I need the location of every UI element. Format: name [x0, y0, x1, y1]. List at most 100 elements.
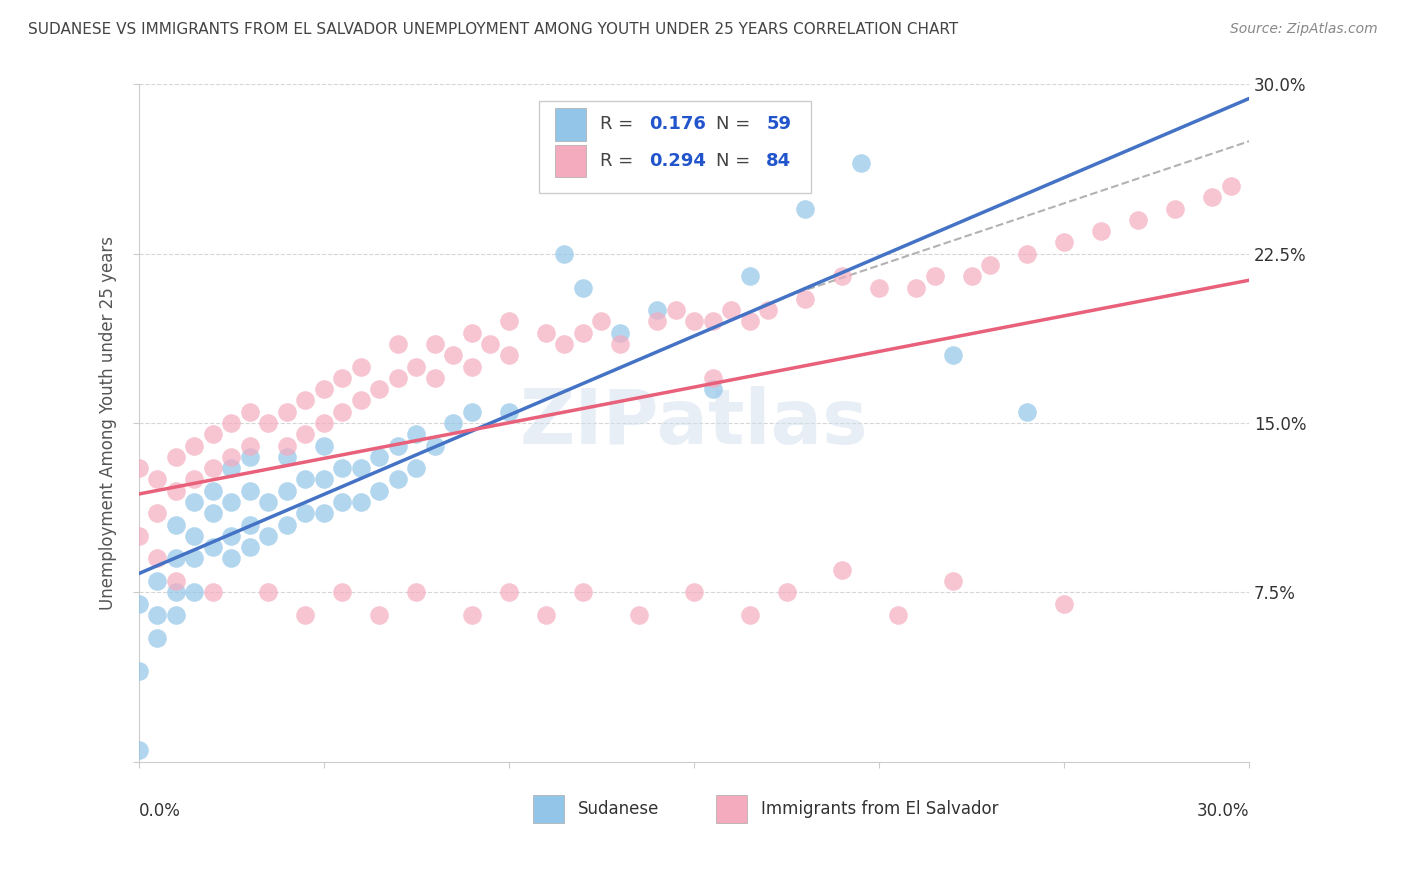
Point	[221, 461, 243, 475]
Point	[794, 202, 817, 216]
Point	[239, 439, 262, 453]
Point	[591, 314, 613, 328]
Point	[146, 574, 169, 588]
Point	[368, 483, 391, 498]
Point	[942, 348, 965, 362]
Point	[572, 585, 595, 599]
Text: R =: R =	[599, 115, 638, 134]
Point	[702, 371, 724, 385]
Point	[886, 607, 908, 622]
Point	[479, 337, 502, 351]
Point	[257, 416, 280, 430]
Point	[276, 405, 298, 419]
Point	[702, 314, 724, 328]
Point	[276, 450, 298, 464]
Point	[221, 495, 243, 509]
Point	[165, 574, 187, 588]
Point	[350, 461, 373, 475]
Point	[423, 337, 446, 351]
Point	[702, 382, 724, 396]
Text: N =: N =	[716, 152, 756, 170]
Point	[738, 269, 761, 284]
Point	[738, 314, 761, 328]
Point	[368, 607, 391, 622]
Point	[350, 495, 373, 509]
Point	[312, 439, 335, 453]
Point	[775, 585, 797, 599]
Point	[312, 507, 335, 521]
Point	[1201, 190, 1223, 204]
Point	[146, 473, 169, 487]
Point	[979, 258, 1001, 272]
Point	[239, 450, 262, 464]
Point	[942, 574, 965, 588]
Point	[221, 450, 243, 464]
FancyBboxPatch shape	[538, 102, 811, 193]
Point	[387, 473, 409, 487]
Point	[405, 427, 427, 442]
Point	[498, 314, 520, 328]
Point	[498, 348, 520, 362]
Point	[201, 507, 224, 521]
Point	[146, 507, 169, 521]
Point	[1219, 179, 1241, 194]
Point	[128, 597, 150, 611]
Point	[609, 326, 631, 340]
Point	[1164, 202, 1187, 216]
Point	[368, 450, 391, 464]
Point	[165, 551, 187, 566]
Point	[461, 405, 484, 419]
Point	[738, 607, 761, 622]
Point	[183, 439, 205, 453]
Point	[756, 303, 779, 318]
Point	[534, 326, 557, 340]
Point	[201, 585, 224, 599]
Point	[498, 585, 520, 599]
Point	[332, 495, 354, 509]
Point	[183, 529, 205, 543]
Point	[720, 303, 742, 318]
Point	[831, 563, 853, 577]
Point	[849, 156, 872, 170]
Point	[572, 280, 595, 294]
Point	[794, 292, 817, 306]
Point	[221, 551, 243, 566]
Point	[627, 607, 650, 622]
Point	[572, 326, 595, 340]
Point	[960, 269, 983, 284]
Point	[239, 483, 262, 498]
Point	[165, 450, 187, 464]
Point	[294, 507, 316, 521]
Point	[128, 665, 150, 679]
Point	[534, 607, 557, 622]
Point	[183, 585, 205, 599]
Point	[868, 280, 890, 294]
Point	[443, 416, 465, 430]
Point	[183, 473, 205, 487]
Text: 0.294: 0.294	[650, 152, 706, 170]
Point	[276, 483, 298, 498]
Point	[1126, 213, 1149, 227]
Point	[239, 405, 262, 419]
Text: Sudanese: Sudanese	[578, 800, 659, 818]
Point	[201, 427, 224, 442]
Point	[146, 607, 169, 622]
Point	[332, 461, 354, 475]
Point	[257, 585, 280, 599]
Point	[683, 585, 706, 599]
Y-axis label: Unemployment Among Youth under 25 years: Unemployment Among Youth under 25 years	[100, 236, 117, 610]
Point	[498, 405, 520, 419]
Point	[387, 439, 409, 453]
Point	[423, 439, 446, 453]
Point	[664, 303, 686, 318]
Point	[201, 483, 224, 498]
Point	[165, 585, 187, 599]
Text: Source: ZipAtlas.com: Source: ZipAtlas.com	[1230, 22, 1378, 37]
Point	[146, 631, 169, 645]
Point	[645, 303, 668, 318]
Point	[257, 529, 280, 543]
Point	[312, 382, 335, 396]
Point	[239, 517, 262, 532]
Point	[128, 461, 150, 475]
Point	[332, 371, 354, 385]
